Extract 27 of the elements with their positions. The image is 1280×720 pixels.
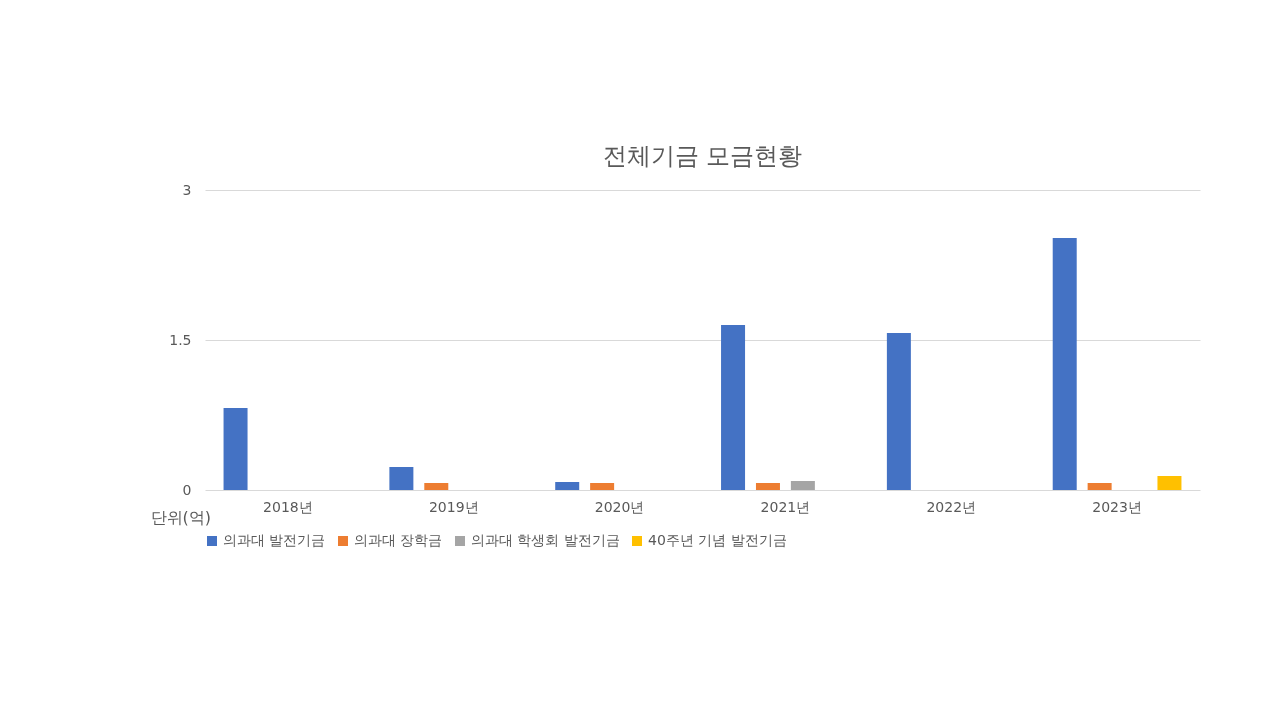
bar bbox=[790, 481, 815, 490]
bar bbox=[424, 483, 449, 490]
y-tick-label: 1.5 bbox=[169, 331, 192, 348]
bar bbox=[555, 482, 580, 490]
chart-title: 전체기금 모금현황 bbox=[602, 142, 803, 170]
x-tick-label: 2020년 bbox=[594, 498, 645, 515]
x-tick-label: 2023년 bbox=[1092, 498, 1142, 515]
bar bbox=[1052, 238, 1077, 490]
x-tick-label: 2022년 bbox=[926, 498, 977, 515]
bar bbox=[886, 333, 911, 490]
bar bbox=[755, 483, 780, 490]
y-tick-label: 0 bbox=[182, 481, 192, 498]
x-tick-label: 2021년 bbox=[760, 498, 811, 515]
bar bbox=[389, 467, 414, 490]
legend-label: 40주년 기념 발전기금 bbox=[648, 532, 787, 548]
bar bbox=[223, 408, 248, 490]
legend-label: 의과대 장학금 bbox=[354, 532, 443, 548]
text: 단위(억) bbox=[150, 508, 211, 527]
x-tick-label: 2018년 bbox=[263, 498, 313, 515]
bar bbox=[1157, 476, 1182, 490]
y-tick-label: 3 bbox=[182, 181, 192, 198]
legend-label: 의과대 학생회 발전기금 bbox=[471, 532, 620, 548]
x-tick-label: 2019년 bbox=[428, 498, 479, 515]
bar bbox=[1087, 483, 1112, 490]
legend-label: 의과대 발전기금 bbox=[223, 532, 326, 548]
bar bbox=[721, 325, 746, 490]
bar bbox=[590, 483, 615, 490]
